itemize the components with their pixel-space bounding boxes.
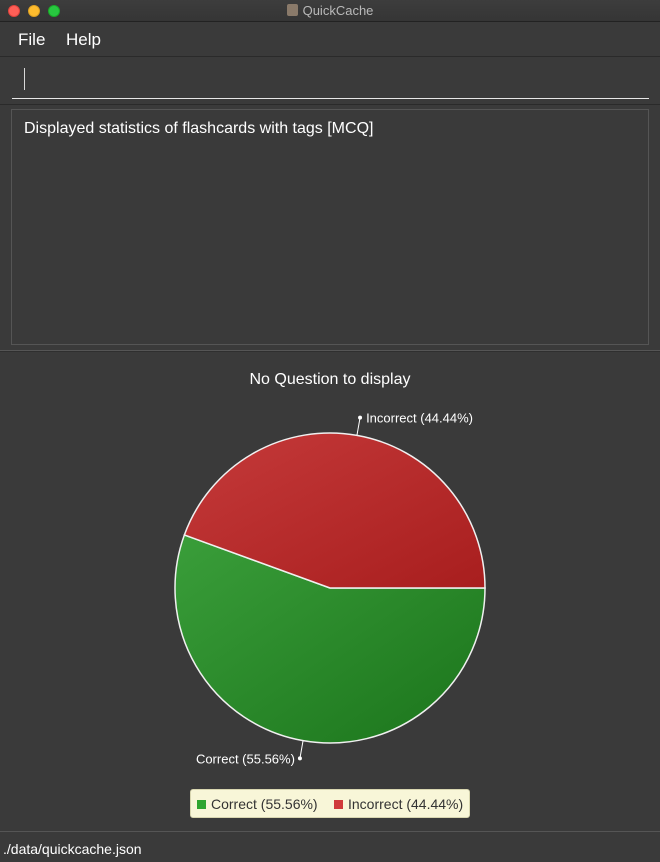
chart-legend: Correct (55.56%) Incorrect (44.44%) <box>190 789 470 818</box>
result-message: Displayed statistics of flashcards with … <box>24 120 374 137</box>
text-caret <box>24 68 25 90</box>
statistics-chart-area: No Question to display Correct (55.56%) I… <box>0 352 660 831</box>
slice-label-correct-leader <box>299 740 304 759</box>
status-bar: ./data/quickcache.json <box>0 831 660 862</box>
title-bar: QuickCache <box>0 0 660 22</box>
maximize-window-button[interactable] <box>48 5 60 17</box>
window-title-wrap: QuickCache <box>0 3 660 18</box>
close-window-button[interactable] <box>8 5 20 17</box>
panel-divider[interactable] <box>0 350 660 352</box>
legend-item-incorrect: Incorrect (44.44%) <box>348 796 464 812</box>
menu-help[interactable]: Help <box>66 30 101 49</box>
menu-bar: File Help <box>0 22 660 57</box>
menu-file[interactable]: File <box>18 30 46 49</box>
slice-label-correct-dot <box>297 756 302 761</box>
minimize-window-button[interactable] <box>28 5 40 17</box>
app-icon <box>286 4 298 16</box>
slice-label-correct: Correct (55.56%) <box>196 751 295 766</box>
slice-label-incorrect-leader <box>356 417 361 436</box>
storage-path: ./data/quickcache.json <box>3 841 142 857</box>
legend-item-correct: Correct (55.56%) <box>211 796 318 812</box>
result-display: Displayed statistics of flashcards with … <box>11 109 649 345</box>
pie-slice-correct[interactable] <box>174 533 486 744</box>
pie-chart: No Question to display Correct (55.56%) I… <box>174 371 486 766</box>
window-title: QuickCache <box>302 3 374 18</box>
command-input[interactable] <box>12 65 649 99</box>
slice-label-incorrect-dot <box>358 415 363 420</box>
legend-swatch-correct <box>197 800 206 809</box>
command-box <box>0 57 660 105</box>
chart-title: No Question to display <box>250 371 411 388</box>
legend-swatch-incorrect <box>334 800 343 809</box>
slice-label-incorrect: Incorrect (44.44%) <box>366 411 473 426</box>
